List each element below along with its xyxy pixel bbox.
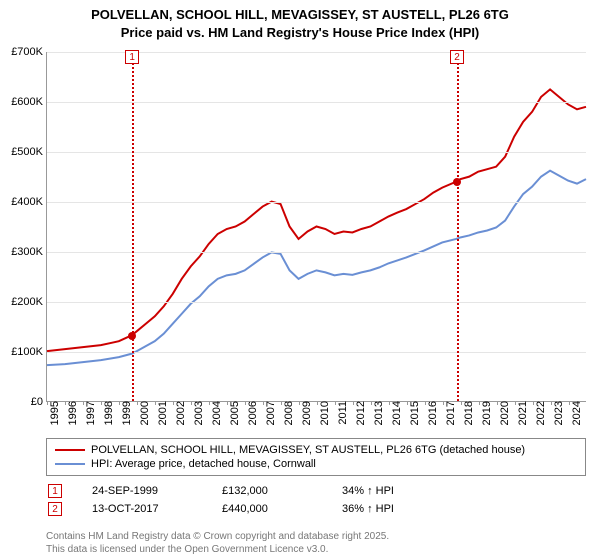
x-axis-label: 2016	[425, 401, 439, 425]
x-axis-label: 2019	[479, 401, 493, 425]
x-axis-label: 1996	[65, 401, 79, 425]
chart-title: POLVELLAN, SCHOOL HILL, MEVAGISSEY, ST A…	[0, 0, 600, 41]
marker-info-price: £132,000	[222, 485, 312, 497]
y-axis-label: £200K	[1, 296, 47, 308]
legend-text: POLVELLAN, SCHOOL HILL, MEVAGISSEY, ST A…	[91, 444, 525, 456]
x-axis-label: 2003	[191, 401, 205, 425]
marker-label-2: 2	[450, 50, 464, 64]
legend-series-box: POLVELLAN, SCHOOL HILL, MEVAGISSEY, ST A…	[46, 438, 586, 476]
marker-info-box: 2	[48, 502, 62, 516]
legend-marker-rows: 1 24-SEP-1999 £132,000 34% ↑ HPI 2 13-OCT-201…	[46, 482, 586, 518]
x-axis-label: 2020	[497, 401, 511, 425]
marker-dot-2	[453, 178, 461, 186]
marker-info-row: 1 24-SEP-1999 £132,000 34% ↑ HPI	[46, 482, 586, 500]
x-axis-label: 2005	[227, 401, 241, 425]
marker-info-row: 2 13-OCT-2017 £440,000 36% ↑ HPI	[46, 500, 586, 518]
x-axis-label: 2008	[281, 401, 295, 425]
y-axis-label: £700K	[1, 46, 47, 58]
x-axis-label: 1995	[47, 401, 61, 425]
x-axis-label: 2022	[533, 401, 547, 425]
footer-line2: This data is licensed under the Open Gov…	[46, 543, 389, 556]
marker-label-1: 1	[125, 50, 139, 64]
x-axis-label: 2000	[137, 401, 151, 425]
x-axis-label: 2007	[263, 401, 277, 425]
x-axis-label: 2015	[407, 401, 421, 425]
x-axis-label: 2011	[335, 401, 349, 425]
x-axis-label: 2018	[461, 401, 475, 425]
x-axis-label: 2012	[353, 401, 367, 425]
marker-info-delta: 34% ↑ HPI	[342, 485, 394, 497]
marker-info-price: £440,000	[222, 503, 312, 515]
title-line2: Price paid vs. HM Land Registry's House …	[0, 24, 600, 42]
marker-info-delta: 36% ↑ HPI	[342, 503, 394, 515]
chart-lines-svg	[47, 52, 586, 401]
x-axis-label: 2009	[299, 401, 313, 425]
legend-text: HPI: Average price, detached house, Corn…	[91, 458, 316, 470]
gridline	[47, 152, 586, 153]
x-axis-label: 2006	[245, 401, 259, 425]
legend-swatch	[55, 463, 85, 465]
x-axis-label: 2014	[389, 401, 403, 425]
y-axis-label: £100K	[1, 346, 47, 358]
footer-line1: Contains HM Land Registry data © Crown c…	[46, 530, 389, 543]
legend: POLVELLAN, SCHOOL HILL, MEVAGISSEY, ST A…	[46, 438, 586, 518]
gridline	[47, 102, 586, 103]
title-line1: POLVELLAN, SCHOOL HILL, MEVAGISSEY, ST A…	[0, 6, 600, 24]
marker-dot-1	[128, 332, 136, 340]
x-axis-label: 2004	[209, 401, 223, 425]
y-axis-label: £500K	[1, 146, 47, 158]
x-axis-label: 2002	[173, 401, 187, 425]
x-axis-label: 1999	[119, 401, 133, 425]
x-axis-label: 2021	[515, 401, 529, 425]
y-axis-label: £400K	[1, 196, 47, 208]
gridline	[47, 352, 586, 353]
legend-swatch	[55, 449, 85, 451]
marker-line-1	[132, 52, 134, 401]
x-axis-label: 1997	[83, 401, 97, 425]
x-axis-label: 2023	[551, 401, 565, 425]
x-axis-label: 2001	[155, 401, 169, 425]
marker-info-box: 1	[48, 484, 62, 498]
legend-row: POLVELLAN, SCHOOL HILL, MEVAGISSEY, ST A…	[55, 443, 577, 457]
y-axis-label: £300K	[1, 246, 47, 258]
y-axis-label: £0	[1, 396, 47, 408]
x-axis-label: 2017	[443, 401, 457, 425]
marker-info-date: 13-OCT-2017	[92, 503, 192, 515]
x-axis-label: 2024	[569, 401, 583, 425]
x-axis-label: 2013	[371, 401, 385, 425]
footer-attribution: Contains HM Land Registry data © Crown c…	[46, 530, 389, 556]
legend-row: HPI: Average price, detached house, Corn…	[55, 457, 577, 471]
marker-line-2	[457, 52, 459, 401]
marker-info-date: 24-SEP-1999	[92, 485, 192, 497]
gridline	[47, 302, 586, 303]
x-axis-label: 1998	[101, 401, 115, 425]
gridline	[47, 252, 586, 253]
chart-plot-area: £0£100K£200K£300K£400K£500K£600K£700K199…	[46, 52, 586, 402]
y-axis-label: £600K	[1, 96, 47, 108]
x-axis-label: 2010	[317, 401, 331, 425]
gridline	[47, 202, 586, 203]
